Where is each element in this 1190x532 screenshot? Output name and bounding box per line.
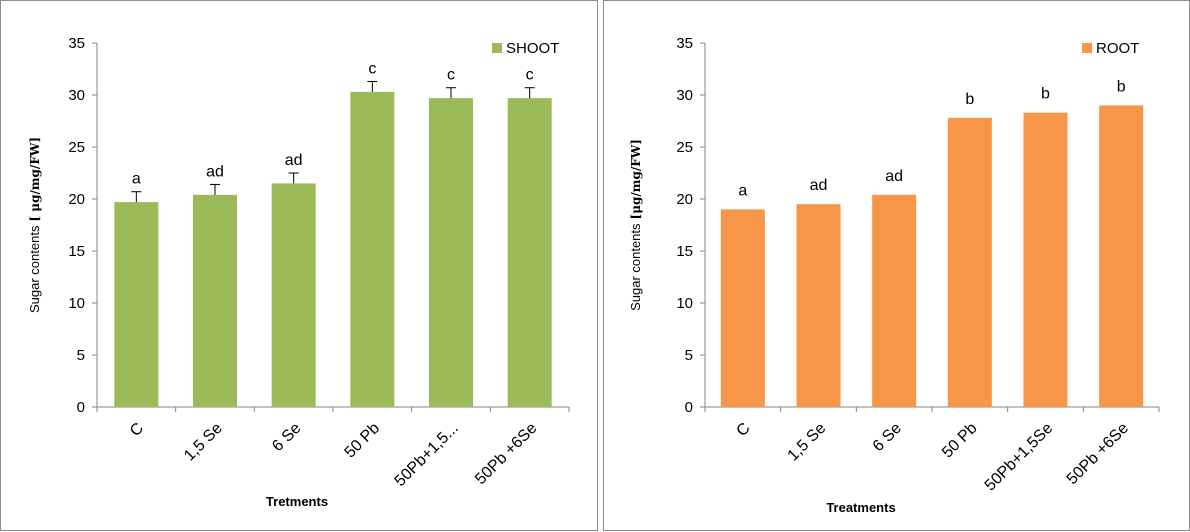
y-axis-title-text: Sugar contents xyxy=(27,225,42,313)
y-axis-title: Sugar contents [μg/mg/FW] xyxy=(628,139,643,311)
bar xyxy=(429,98,473,408)
significance-label: b xyxy=(1117,78,1126,95)
y-tick-label: 15 xyxy=(676,243,693,260)
bar xyxy=(720,209,765,407)
x-category-label: 50 Pb xyxy=(939,420,981,462)
x-axis-title: Treatments xyxy=(826,500,895,515)
significance-label: c xyxy=(526,67,534,84)
legend-label: ROOT xyxy=(1096,40,1139,57)
x-category-label: 50Pb+1,5Se xyxy=(982,420,1057,495)
y-tick-label: 0 xyxy=(77,399,85,416)
bar xyxy=(947,117,992,407)
y-tick-label: 35 xyxy=(676,35,693,52)
bar xyxy=(872,194,917,407)
y-tick-label: 10 xyxy=(68,295,85,312)
bar xyxy=(1099,105,1144,408)
significance-label: b xyxy=(965,91,974,108)
y-tick-label: 25 xyxy=(68,139,85,156)
x-category-label: 50Pb +6Se xyxy=(1064,420,1132,488)
bar xyxy=(114,202,159,407)
y-tick-label: 35 xyxy=(68,35,85,52)
x-category-label: 1,5 Se xyxy=(181,420,226,465)
significance-label: ad xyxy=(885,168,903,185)
y-axis-title-unit: [ μg/mg/FW] xyxy=(28,137,42,222)
x-category-label: 1,5 Se xyxy=(785,420,830,465)
significance-label: b xyxy=(1041,86,1050,103)
y-tick-label: 15 xyxy=(68,243,85,260)
y-tick-label: 30 xyxy=(676,87,693,104)
y-tick-label: 25 xyxy=(676,139,693,156)
bar xyxy=(796,204,841,407)
x-category-label: 6 Se xyxy=(269,420,304,455)
shoot-chart: 0 5 10 15 20 25 30 35 a Cad 1,5 Se ad 6 Se c 50 Pb c 50P… xyxy=(27,35,570,509)
y-tick-label: 20 xyxy=(676,191,693,208)
x-category-label: 50Pb+1,5... xyxy=(392,420,462,490)
bar xyxy=(1023,112,1068,408)
bar xyxy=(507,98,552,408)
significance-label: a xyxy=(132,171,141,188)
significance-label: ad xyxy=(810,177,828,194)
significance-label: c xyxy=(447,67,455,84)
legend-swatch xyxy=(1082,43,1092,53)
significance-label: a xyxy=(738,182,747,199)
y-tick-label: 5 xyxy=(685,347,693,364)
bar xyxy=(271,183,316,407)
y-tick-label: 20 xyxy=(68,191,85,208)
significance-label: ad xyxy=(285,152,303,169)
y-axis-title-unit: [μg/mg/FW] xyxy=(629,139,643,219)
significance-label: ad xyxy=(206,163,224,180)
y-tick-label: 5 xyxy=(77,347,85,364)
x-category-label: C xyxy=(733,420,753,440)
y-axis-title-text: Sugar contents xyxy=(628,223,643,311)
bar xyxy=(193,194,237,407)
y-tick-label: 30 xyxy=(68,87,85,104)
y-tick-label: 10 xyxy=(676,295,693,312)
x-axis-title: Tretments xyxy=(266,494,328,509)
legend-label: SHOOT xyxy=(506,40,559,57)
y-axis-title: Sugar contents [ μg/mg/FW] xyxy=(27,137,42,313)
y-tick-label: 0 xyxy=(685,399,693,416)
x-category-label: C xyxy=(127,420,147,440)
root-chart: 0 5 10 15 20 25 30 35 a Cad 1,5 Se ad 6 Se b 50 Pb b 50P… xyxy=(628,35,1160,515)
x-category-label: 6 Se xyxy=(870,420,905,455)
x-category-label: 50 Pb xyxy=(342,420,384,462)
bar xyxy=(350,91,395,407)
x-category-label: 50Pb +6Se xyxy=(472,420,540,488)
significance-label: c xyxy=(368,60,376,77)
legend-swatch xyxy=(492,43,502,53)
